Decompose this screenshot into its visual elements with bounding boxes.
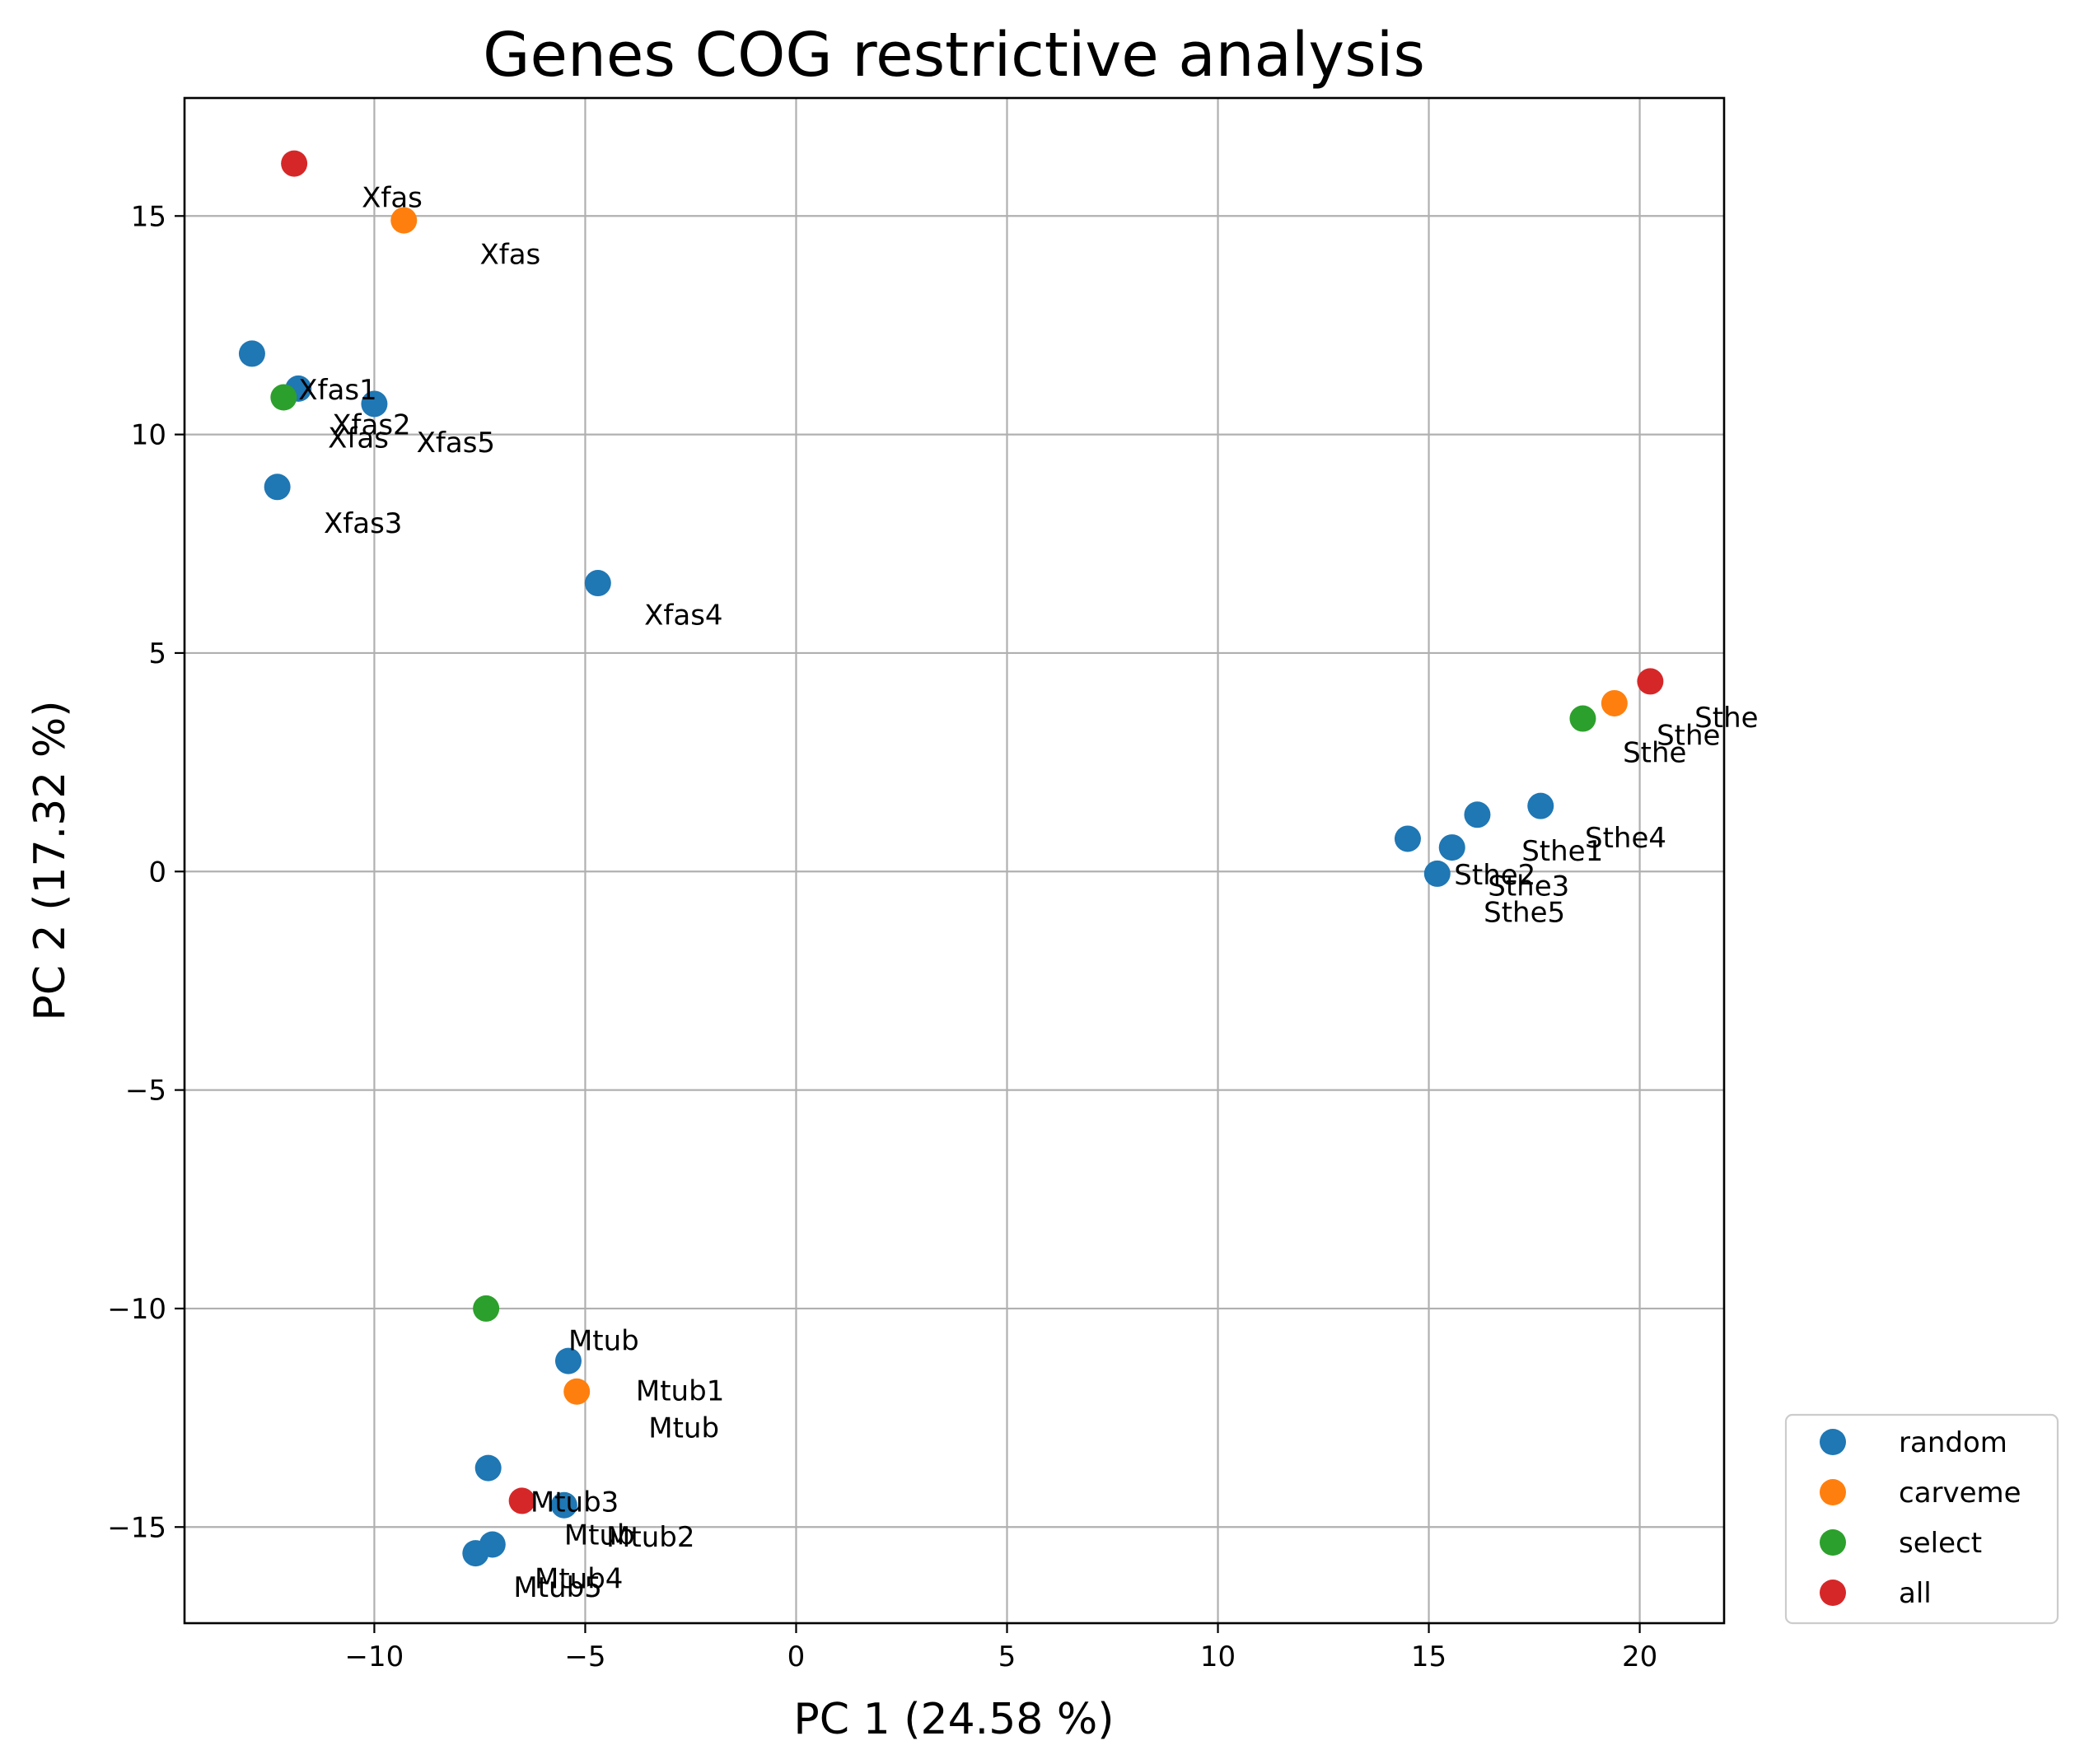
data-point-random (264, 474, 291, 501)
axis-ticks: −10 −5 0 5 10 15 20 −15 −10 −5 0 5 10 15 (107, 200, 1657, 1673)
data-point-random (1527, 792, 1554, 819)
point-annotation: Sthe3 (1488, 870, 1569, 903)
point-annotation: Mtub (568, 1324, 639, 1357)
point-annotation: Mtub3 (530, 1486, 619, 1519)
point-annotation: Mtub (564, 1519, 635, 1552)
point-annotation: Mtub (648, 1412, 719, 1444)
data-point-random (361, 390, 388, 418)
y-axis-label: PC 2 (17.32 %) (26, 700, 75, 1020)
data-point-all (1637, 668, 1664, 695)
data-point-random (1438, 834, 1465, 861)
data-point-select (270, 384, 297, 411)
point-annotation: Xfas (328, 422, 389, 455)
data-point-carveme (390, 207, 418, 234)
data-point-carveme (563, 1378, 591, 1405)
point-annotation: Xfas1 (298, 374, 376, 407)
legend: random carveme select all (1784, 1413, 2059, 1625)
legend-marker-carveme (1820, 1479, 1846, 1505)
data-point-select (1569, 705, 1596, 732)
data-point-all (281, 150, 308, 177)
point-annotation: Mtub4 (535, 1563, 623, 1596)
data-point-random (1464, 801, 1491, 828)
y-tick-label: −10 (107, 1293, 166, 1326)
x-tick-label: 20 (1622, 1640, 1657, 1673)
data-point-random (584, 570, 611, 597)
grid (185, 98, 1724, 1623)
legend-marker-select (1820, 1529, 1846, 1556)
y-tick-label: 10 (131, 419, 166, 452)
legend-label-all: all (1899, 1577, 1932, 1610)
point-annotation: Sthe2 (1454, 859, 1535, 892)
x-tick-label: 5 (998, 1640, 1016, 1673)
x-tick-label: 15 (1411, 1640, 1446, 1673)
data-point-random (554, 1347, 582, 1374)
data-point-random (479, 1531, 506, 1558)
x-axis-label: PC 1 (24.58 %) (793, 1695, 1114, 1744)
y-tick-label: −15 (107, 1511, 166, 1544)
point-annotation: Mtub5 (513, 1571, 601, 1604)
point-annotation: Sthe4 (1585, 822, 1666, 855)
y-tick-label: −5 (125, 1075, 166, 1108)
point-annotation: Xfas (479, 239, 540, 272)
legend-box (1784, 1413, 2059, 1625)
x-tick-label: 10 (1200, 1640, 1236, 1673)
point-annotation: Sthe1 (1521, 835, 1603, 868)
data-point-select (473, 1295, 500, 1322)
data-points (238, 150, 1664, 1567)
point-annotation: Mtub1 (636, 1374, 724, 1407)
point-annotation: Sthe5 (1484, 896, 1565, 929)
y-tick-label: 15 (131, 200, 166, 233)
chart-title: Genes COG restrictive analysis (483, 20, 1425, 91)
point-annotation: Sthe (1657, 719, 1720, 752)
point-annotation: Xfas2 (332, 409, 410, 442)
data-point-random (238, 340, 265, 367)
data-point-random (1394, 825, 1421, 852)
x-tick-label: −5 (564, 1640, 605, 1673)
data-point-random (474, 1454, 502, 1482)
legend-marker-random (1820, 1429, 1846, 1455)
point-annotation: Sthe (1623, 737, 1686, 770)
data-point-random (550, 1491, 577, 1519)
legend-marker-all (1820, 1580, 1846, 1606)
point-annotation: Xfas4 (644, 599, 722, 632)
data-point-carveme (1601, 689, 1628, 716)
y-tick-label: 0 (148, 856, 166, 889)
data-point-all (508, 1487, 535, 1514)
point-annotation: Mtub2 (606, 1521, 694, 1554)
legend-label-random: random (1899, 1426, 2007, 1459)
legend-label-carveme: carveme (1899, 1477, 2021, 1510)
x-tick-label: 0 (787, 1640, 806, 1673)
point-annotation: Xfas (362, 182, 423, 215)
legend-label-select: select (1899, 1527, 1982, 1560)
plot-frame (183, 96, 1726, 1625)
point-annotation: Xfas5 (417, 427, 495, 460)
data-point-random (1423, 860, 1451, 887)
y-tick-label: 5 (148, 637, 166, 670)
point-annotation: Xfas3 (324, 507, 402, 540)
point-annotation: Sthe (1694, 702, 1758, 735)
x-tick-label: −10 (345, 1640, 404, 1673)
